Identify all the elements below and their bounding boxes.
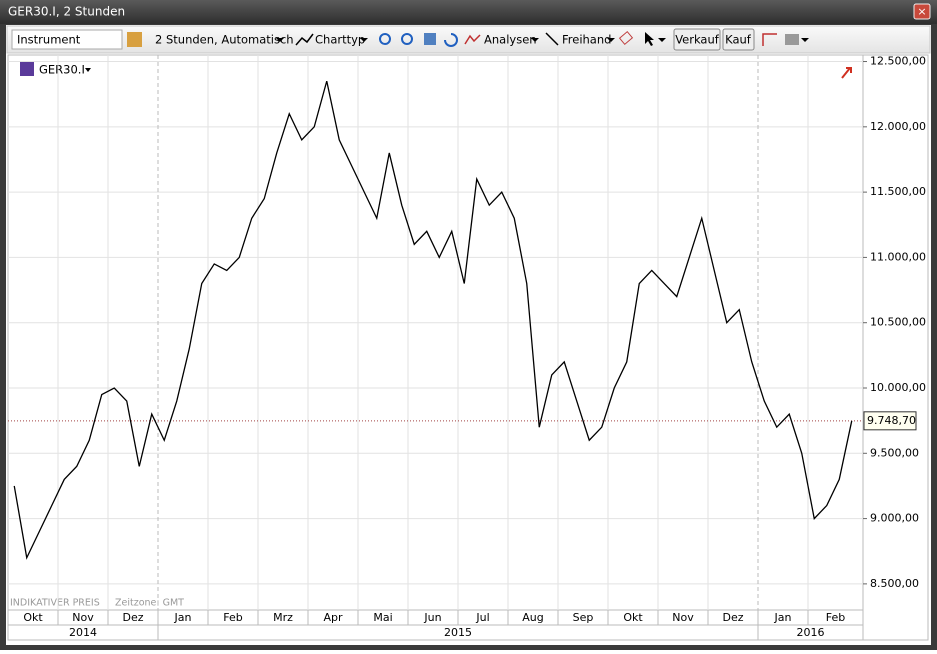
x-tick-label: Sep (573, 611, 594, 624)
y-axis (862, 54, 929, 641)
x-tick-label: Okt (23, 611, 43, 624)
sell-label[interactable]: Verkauf (675, 33, 720, 47)
instrument-placeholder: Instrument (17, 33, 81, 47)
y-tick-label: 9.500,00 (870, 446, 919, 459)
analyses[interactable]: Analysen (484, 33, 537, 47)
dropdown-arrow (801, 38, 809, 42)
toolbar (6, 25, 931, 54)
price-note: INDIKATIVER PREIS (10, 598, 100, 609)
trend-icon (841, 67, 852, 79)
y-tick-label: 11.000,00 (870, 250, 926, 263)
x-tick-label: Okt (623, 611, 643, 624)
plot-area (7, 54, 864, 611)
close-icon[interactable]: × (917, 5, 926, 18)
last-price-box (863, 411, 917, 431)
zoom-out[interactable] (401, 33, 413, 45)
last-price-label: 9.748,70 (867, 414, 916, 427)
sell-button[interactable] (673, 28, 721, 51)
x-tick-label: Jan (174, 611, 192, 624)
x-tick-label: Dez (722, 611, 743, 624)
x-tick-label: Aug (522, 611, 543, 624)
y-tick-label: 12.000,00 (870, 120, 926, 133)
undo-icon[interactable] (444, 33, 458, 47)
x-group-label: 2015 (444, 626, 472, 639)
timezone: Zeitzone: GMT (115, 598, 184, 609)
y-tick-label: 9.000,00 (870, 512, 919, 525)
y-tick-label: 10.500,00 (870, 316, 926, 329)
window-title: GER30.I, 2 Stunden (8, 5, 125, 19)
x-group-label: 2014 (69, 626, 97, 639)
instrument-input[interactable] (11, 29, 123, 50)
chart-icon[interactable] (127, 32, 142, 47)
print-icon[interactable] (785, 34, 799, 45)
buy-label[interactable]: Kauf (725, 33, 752, 47)
x-tick-label: Nov (72, 611, 94, 624)
x-tick-label: Apr (323, 611, 343, 624)
cursor-icon[interactable] (645, 32, 654, 46)
settings-icon[interactable] (762, 33, 777, 46)
price-line (13, 80, 853, 560)
y-tick-label: 10.000,00 (870, 381, 926, 394)
instrument-label[interactable]: GER30.I (39, 63, 85, 77)
x-group-label: 2016 (797, 626, 825, 639)
timeframe[interactable]: 2 Stunden, Automatisch (155, 33, 294, 47)
x-tick-label: Jul (475, 611, 489, 624)
zoom-in[interactable] (379, 33, 391, 45)
x-tick-label: Nov (672, 611, 694, 624)
dropdown-arrow (607, 38, 615, 42)
dropdown-arrow (360, 38, 368, 42)
dropdown-arrow (85, 68, 91, 72)
freehand[interactable]: Freihand (562, 33, 611, 47)
x-tick-label: Jan (774, 611, 792, 624)
x-tick-label: Mrz (273, 611, 293, 624)
chart: 8.500,00 9.000,00 9.500,00 10.000,00 10.500,… (7, 54, 929, 641)
line-icon (295, 33, 314, 46)
x-tick-label: Mai (373, 611, 392, 624)
x-tick-label: Dez (122, 611, 143, 624)
x-tick-label: Jun (423, 611, 441, 624)
analysis-icon (464, 34, 481, 45)
x-tick-label: Feb (223, 611, 242, 624)
chart-type[interactable]: Charttyp (315, 33, 365, 47)
title-bar (0, 0, 937, 24)
freehand-icon (545, 32, 559, 46)
dropdown-arrow (658, 38, 666, 42)
y-tick-label: 11.500,00 (870, 185, 926, 198)
y-tick-label: 8.500,00 (870, 577, 919, 590)
fit-icon[interactable] (424, 33, 436, 45)
eraser-icon[interactable] (618, 31, 634, 45)
buy-button[interactable] (722, 28, 755, 51)
dropdown-arrow (276, 38, 284, 42)
cfd-icon (20, 62, 34, 76)
close-button[interactable] (913, 3, 931, 20)
x-tick-label: Feb (826, 611, 845, 624)
y-tick-label: 12.500,00 (870, 55, 926, 68)
dropdown-arrow (531, 38, 539, 42)
